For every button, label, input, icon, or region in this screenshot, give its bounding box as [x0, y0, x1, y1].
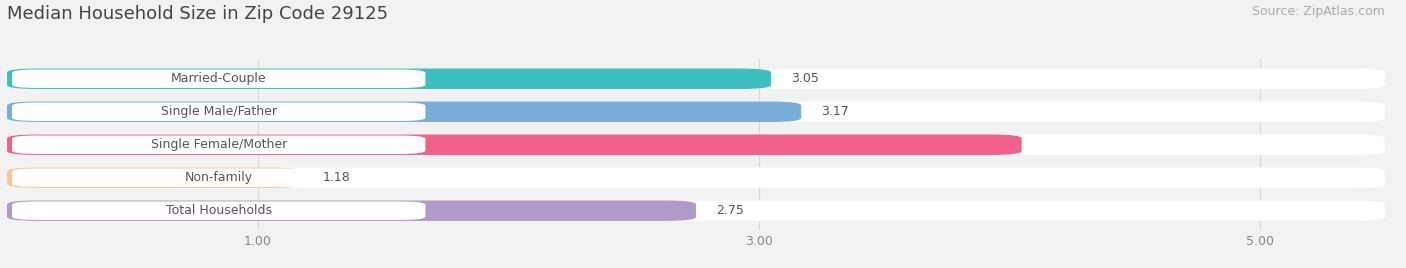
FancyBboxPatch shape	[7, 200, 1385, 221]
Text: Non-family: Non-family	[184, 171, 253, 184]
FancyBboxPatch shape	[13, 202, 426, 220]
Text: Source: ZipAtlas.com: Source: ZipAtlas.com	[1251, 5, 1385, 18]
FancyBboxPatch shape	[7, 69, 770, 89]
FancyBboxPatch shape	[7, 135, 1022, 155]
Text: 2.75: 2.75	[716, 204, 744, 217]
Text: 3.17: 3.17	[821, 105, 849, 118]
Text: Married-Couple: Married-Couple	[172, 72, 267, 85]
FancyBboxPatch shape	[7, 102, 801, 122]
FancyBboxPatch shape	[7, 200, 696, 221]
FancyBboxPatch shape	[7, 135, 1385, 155]
Text: 1.18: 1.18	[323, 171, 350, 184]
Text: Median Household Size in Zip Code 29125: Median Household Size in Zip Code 29125	[7, 5, 388, 23]
FancyBboxPatch shape	[7, 168, 302, 188]
FancyBboxPatch shape	[7, 168, 1385, 188]
Text: 3.05: 3.05	[792, 72, 820, 85]
FancyBboxPatch shape	[13, 169, 426, 187]
FancyBboxPatch shape	[7, 102, 1385, 122]
Text: Single Male/Father: Single Male/Father	[160, 105, 277, 118]
Text: Total Households: Total Households	[166, 204, 271, 217]
FancyBboxPatch shape	[13, 69, 426, 88]
FancyBboxPatch shape	[13, 136, 426, 154]
FancyBboxPatch shape	[13, 102, 426, 121]
FancyBboxPatch shape	[7, 69, 1385, 89]
Text: 4.05: 4.05	[1042, 138, 1070, 151]
Text: Single Female/Mother: Single Female/Mother	[150, 138, 287, 151]
